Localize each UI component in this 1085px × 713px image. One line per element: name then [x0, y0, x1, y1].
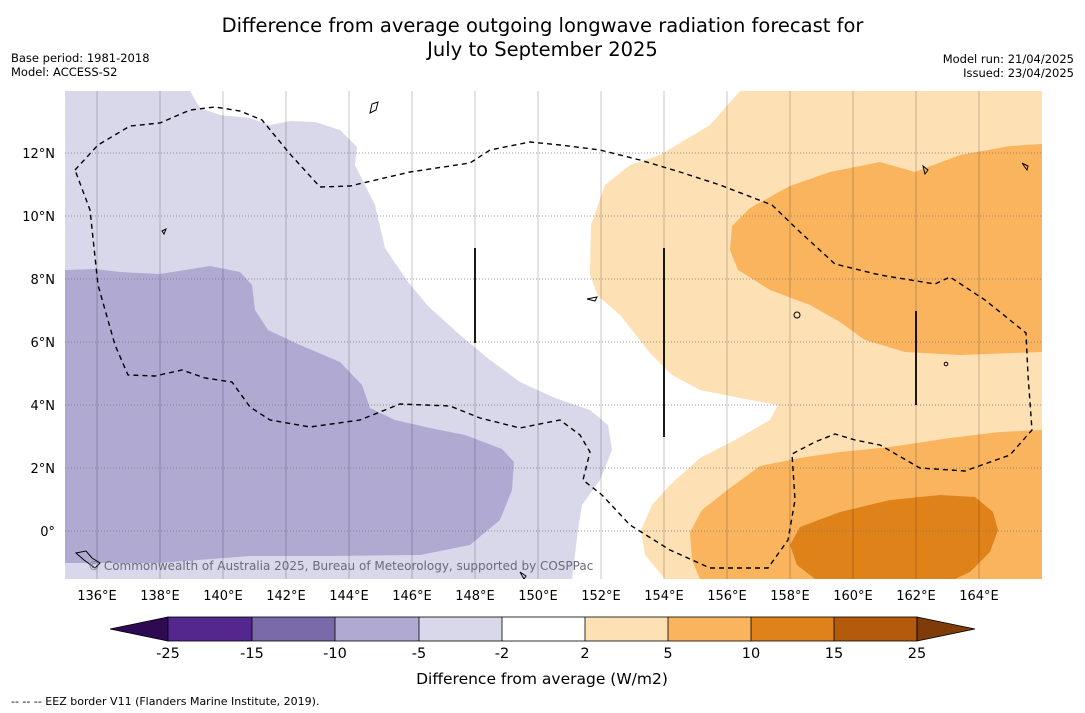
map-panel: © Commonwealth of Australia 2025, Bureau… — [65, 91, 1042, 579]
model-name: Model: ACCESS-S2 — [11, 65, 118, 79]
base-period: Base period: 1981-2018 — [11, 51, 150, 65]
right-metadata: Model run: 21/04/2025 Issued: 23/04/2025 — [943, 52, 1074, 80]
lon-label-158: 158°E — [770, 589, 810, 604]
lat-label-10n: 10°N — [22, 210, 55, 225]
latitude-labels: 12°N 10°N 8°N 6°N 4°N 2°N 0° — [22, 147, 55, 540]
lat-label-8n: 8°N — [31, 273, 56, 288]
anomaly-region-purple — [65, 266, 514, 563]
colorbar-tick-7: 10 — [742, 646, 760, 662]
longitude-labels: 136°E 138°E 140°E 142°E 144°E 146°E 148°… — [77, 589, 999, 604]
lat-label-6n: 6°N — [31, 336, 56, 351]
issued-date: Issued: 23/04/2025 — [963, 66, 1074, 80]
copyright-notice: © Commonwealth of Australia 2025, Bureau… — [88, 559, 593, 573]
lat-label-4n: 4°N — [31, 399, 56, 414]
colorbar-tick-5: 2 — [580, 646, 589, 662]
colorbar-segment-5 — [502, 617, 585, 641]
colorbar-tick-0: -25 — [156, 646, 180, 662]
colorbar-extend-min — [109, 616, 169, 642]
lon-label-154: 154°E — [644, 589, 684, 604]
lon-label-144: 144°E — [329, 589, 369, 604]
title-line-1: Difference from average outgoing longwav… — [221, 14, 864, 37]
colorbar: -25 -15 -10 -5 -2 2 5 10 15 25 Differenc… — [109, 616, 976, 688]
island-outlines — [74, 101, 1029, 579]
lon-label-150: 150°E — [518, 589, 558, 604]
colorbar-tick-1: -15 — [240, 646, 264, 662]
colorbar-tick-3: -5 — [412, 646, 426, 662]
lon-label-162: 162°E — [896, 589, 936, 604]
colorbar-tick-6: 5 — [663, 646, 672, 662]
lat-label-12n: 12°N — [22, 147, 55, 162]
colorbar-segment-1 — [168, 617, 252, 641]
parallel-gridlines — [65, 152, 1042, 532]
anomaly-region-dark-orange — [790, 495, 998, 579]
colorbar-segment-2 — [252, 617, 335, 641]
colorbar-extend-max — [916, 616, 976, 642]
colorbar-dividers — [167, 616, 918, 642]
colorbar-tick-2: -10 — [323, 646, 347, 662]
colorbar-tick-9: 25 — [908, 646, 926, 662]
lon-label-164: 164°E — [959, 589, 999, 604]
lon-label-152: 152°E — [581, 589, 621, 604]
eez-border — [74, 106, 1033, 569]
marker-lines — [474, 248, 917, 437]
colorbar-tick-8: 15 — [825, 646, 843, 662]
model-run: Model run: 21/04/2025 — [942, 52, 1074, 66]
lon-label-148: 148°E — [455, 589, 495, 604]
map-title: Difference from average outgoing longwav… — [0, 14, 1085, 62]
colorbar-segment-6 — [585, 617, 668, 641]
colorbar-segment-8 — [751, 617, 834, 641]
colorbar-segment-9 — [834, 617, 917, 641]
lon-label-136: 136°E — [77, 589, 117, 604]
lat-label-0: 0° — [40, 525, 55, 540]
left-metadata: Base period: 1981-2018 Model: ACCESS-S2 — [11, 51, 150, 79]
lon-label-142: 142°E — [266, 589, 306, 604]
colorbar-segment-3 — [335, 617, 419, 641]
colorbar-label: Difference from average (W/m2) — [416, 670, 668, 688]
lon-label-138: 138°E — [140, 589, 180, 604]
eez-legend-note: -- -- -- EEZ border V11 (Flanders Marine… — [11, 695, 320, 708]
lon-label-160: 160°E — [833, 589, 873, 604]
colorbar-segment-4 — [419, 617, 502, 641]
lat-label-2n: 2°N — [31, 462, 56, 477]
anomaly-region-orange-north — [730, 144, 1042, 355]
colorbar-tick-4: -2 — [495, 646, 509, 662]
lon-label-156: 156°E — [707, 589, 747, 604]
title-line-2: July to September 2025 — [427, 38, 658, 61]
lon-label-140: 140°E — [203, 589, 243, 604]
lon-label-146: 146°E — [392, 589, 432, 604]
colorbar-segment-7 — [668, 617, 751, 641]
